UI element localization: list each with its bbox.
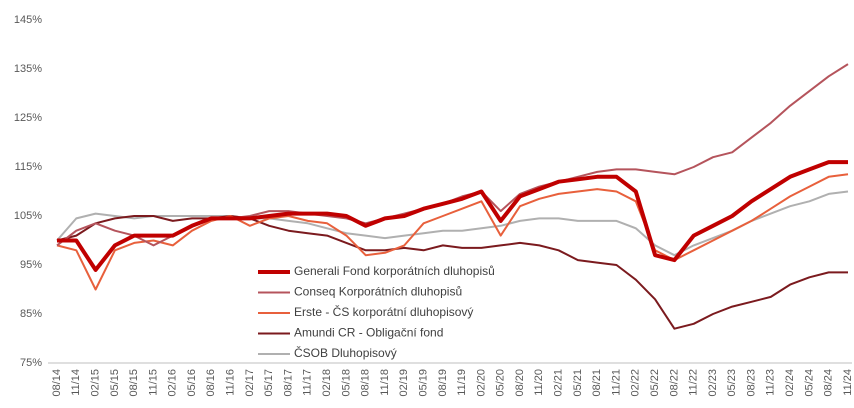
x-tick-label: 11/17 (302, 369, 314, 396)
x-tick-label: 08/19 (437, 369, 449, 397)
x-tick-label: 11/23 (765, 369, 777, 396)
series-line (56, 215, 848, 330)
y-tick-label: 135% (14, 63, 42, 75)
x-tick-label: 11/16 (225, 369, 237, 396)
y-tick-label: 145% (14, 14, 42, 26)
x-tick-label: 02/17 (244, 369, 256, 397)
x-tick-label: 08/18 (360, 369, 372, 397)
x-tick-label: 02/16 (167, 369, 179, 397)
y-tick-label: 105% (14, 210, 42, 222)
legend-label: Erste - ČS korporátní dluhopisový (294, 304, 473, 319)
x-tick-label: 08/14 (51, 369, 63, 397)
legend-label: Amundi CR - Obligační fond (294, 326, 443, 340)
x-tick-label: 11/20 (533, 369, 545, 396)
y-tick-label: 75% (20, 357, 42, 369)
x-tick-label: 11/21 (610, 369, 622, 396)
x-tick-label: 02/24 (784, 369, 796, 397)
x-tick-label: 11/14 (70, 369, 82, 396)
series-line (56, 173, 849, 291)
x-tick-label: 08/24 (823, 369, 835, 397)
x-tick-label: 05/23 (726, 369, 738, 397)
x-tick-label: 11/15 (147, 369, 159, 396)
x-tick-label: 05/18 (340, 369, 352, 397)
y-tick-label: 115% (15, 161, 43, 173)
x-tick-label: 05/15 (109, 369, 121, 397)
legend-label: Conseq Korporátních dluhopisů (294, 285, 462, 299)
y-tick-label: 95% (20, 259, 42, 271)
x-tick-label: 11/18 (379, 369, 391, 396)
x-tick-label: 08/22 (668, 369, 680, 397)
x-tick-label: 02/20 (475, 369, 487, 397)
x-tick-label: 05/21 (572, 369, 584, 397)
x-tick-label: 02/18 (321, 369, 333, 397)
x-tick-label: 02/23 (707, 369, 719, 397)
legend-label: Generali Fond korporátních dluhopisů (294, 264, 495, 278)
x-tick-label: 08/23 (745, 369, 757, 397)
legend-label: ČSOB Dluhopisový (294, 345, 397, 360)
x-tick-label: 11/22 (688, 369, 700, 396)
x-tick-label: 02/22 (630, 369, 642, 397)
x-tick-label: 05/19 (417, 369, 429, 397)
y-tick-label: 85% (20, 308, 42, 320)
x-tick-label: 02/15 (89, 369, 101, 397)
x-tick-label: 08/16 (205, 369, 217, 397)
x-tick-label: 05/16 (186, 369, 198, 397)
x-tick-label: 11/19 (456, 369, 468, 396)
x-tick-label: 05/20 (495, 369, 507, 397)
x-tick-label: 05/22 (649, 369, 661, 397)
x-tick-label: 08/21 (591, 369, 603, 397)
y-tick-label: 125% (14, 112, 42, 124)
x-tick-label: 08/17 (282, 369, 294, 397)
x-tick-label: 08/20 (514, 369, 526, 397)
x-tick-label: 05/24 (803, 369, 815, 397)
x-tick-label: 05/17 (263, 369, 275, 397)
x-tick-label: 02/21 (553, 369, 565, 397)
series-line (56, 190, 849, 257)
x-tick-label: 02/19 (398, 369, 410, 397)
x-tick-label: 08/15 (128, 369, 140, 397)
series-line (57, 160, 848, 272)
x-tick-label: 11/24 (842, 369, 854, 396)
